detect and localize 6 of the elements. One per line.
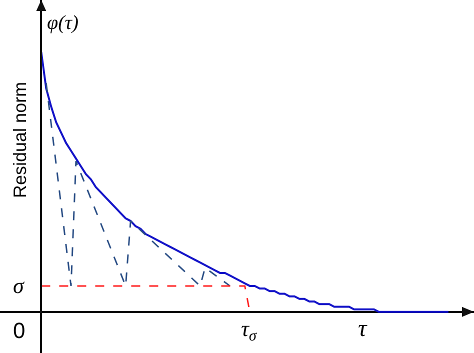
text: τ$_{σ}$ — [241, 316, 258, 345]
text: σ — [13, 273, 25, 298]
text: 0 — [13, 318, 26, 343]
text: φ(τ) — [47, 12, 79, 34]
y-axis-title: Residual norm — [10, 82, 30, 198]
x-axis-title: τ — [358, 316, 368, 342]
